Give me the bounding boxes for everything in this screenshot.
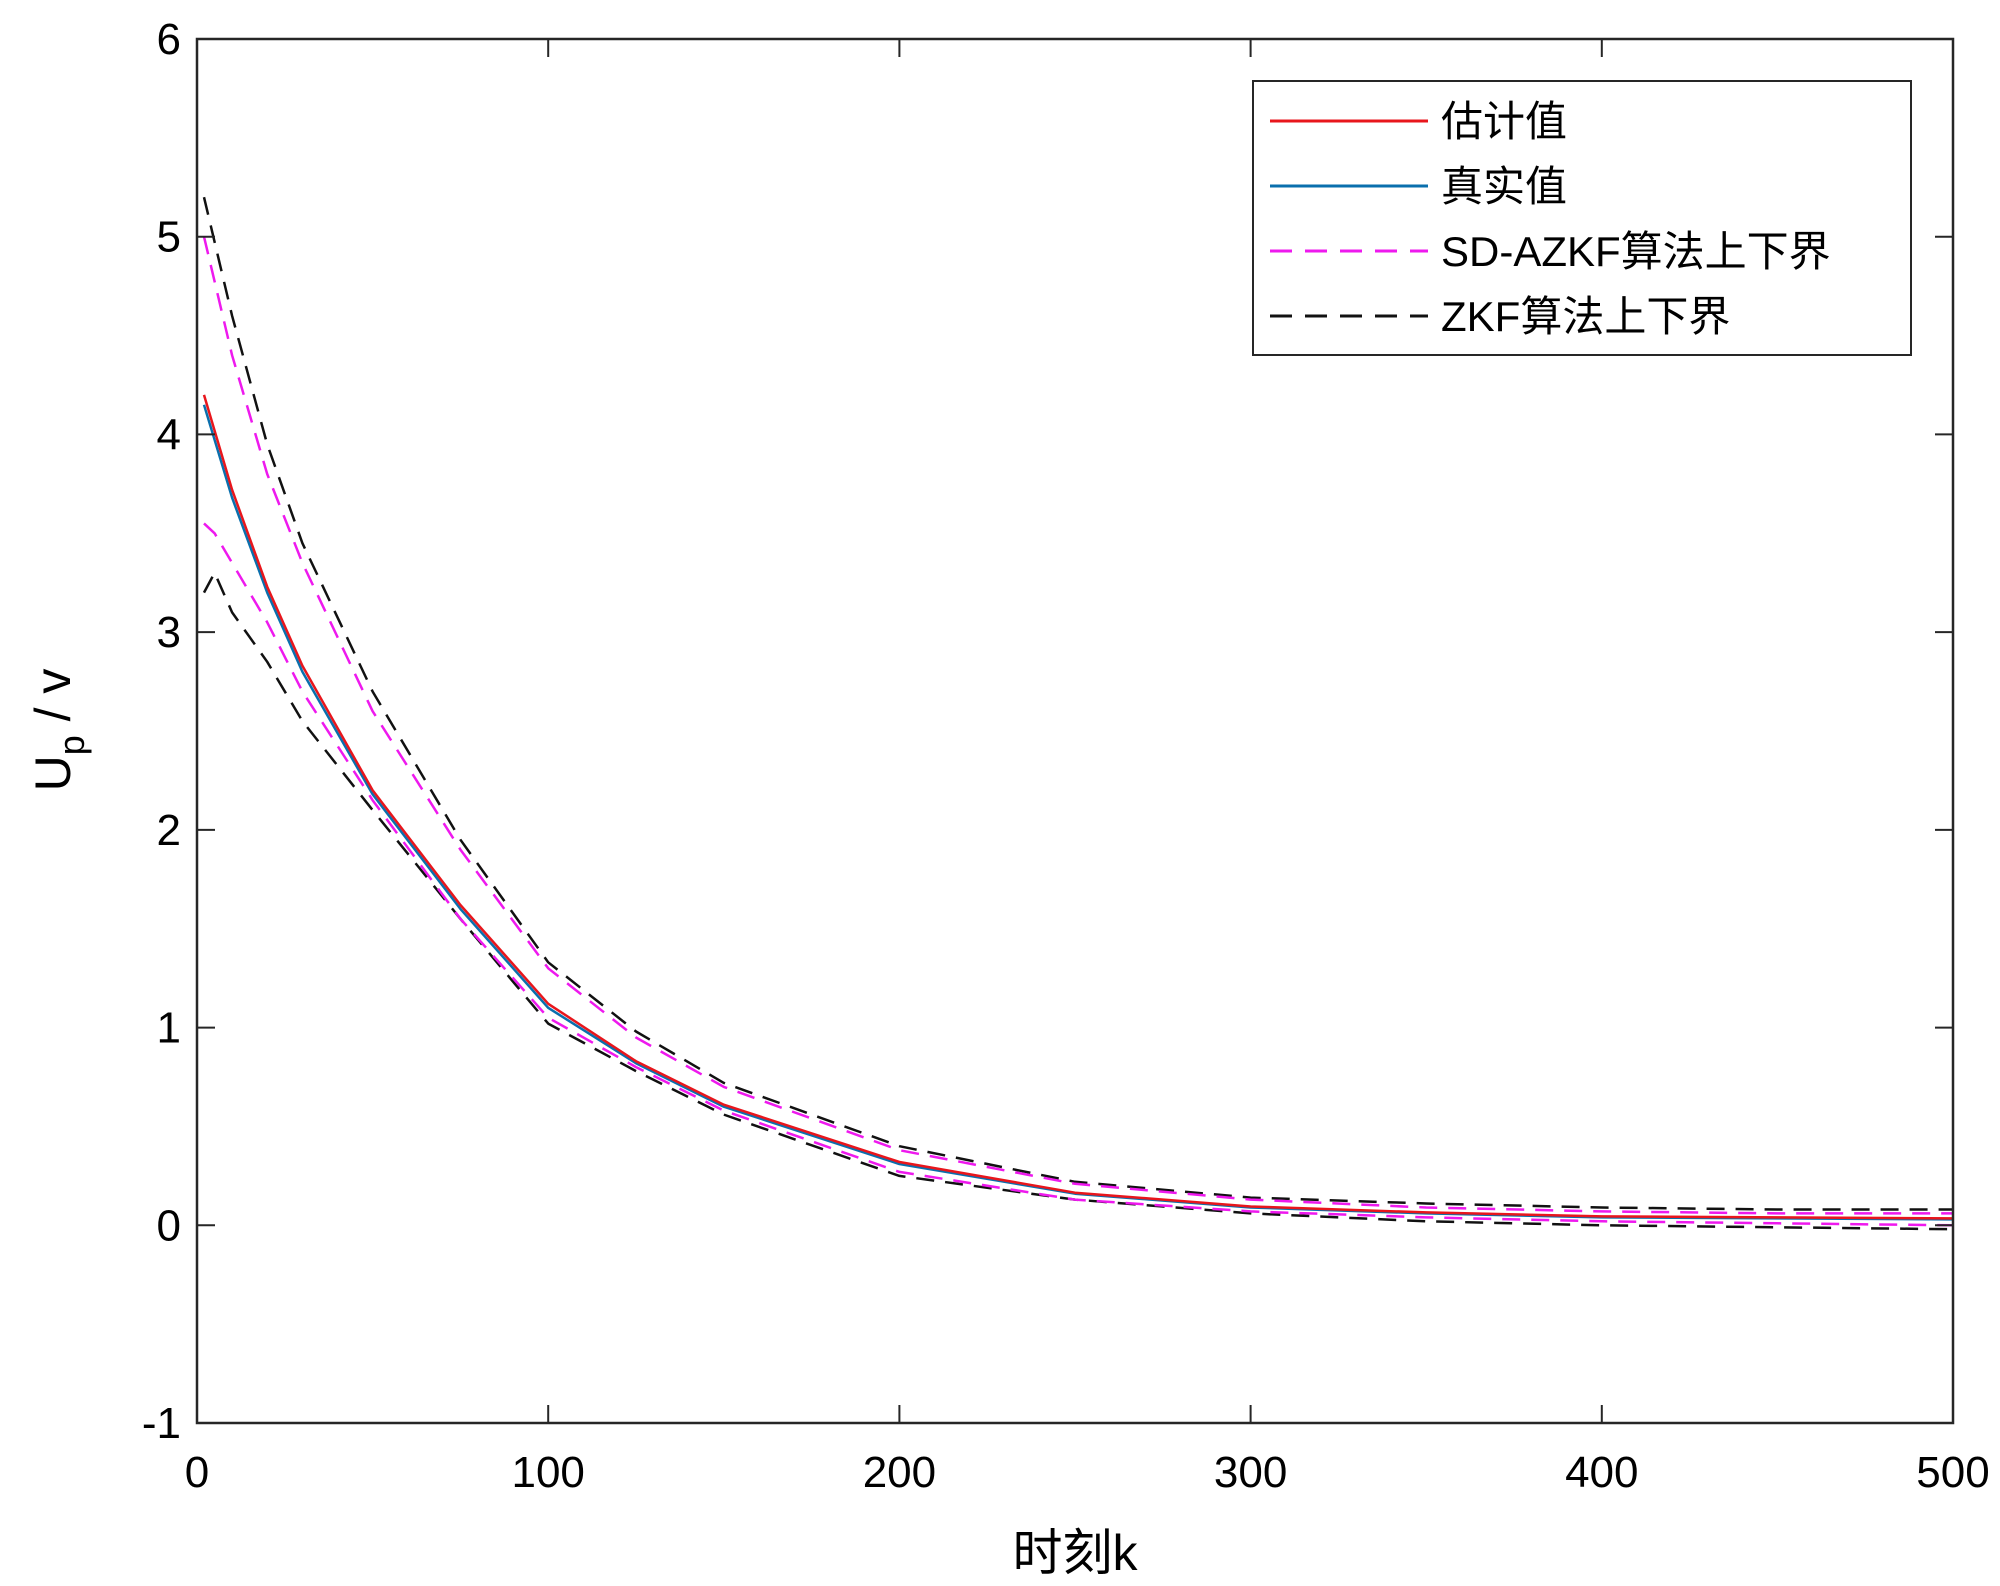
legend-label-zkf: ZKF算法上下界 xyxy=(1441,293,1730,340)
x-tick-label: 100 xyxy=(511,1448,584,1497)
y-axis-label: Up / v xyxy=(25,669,92,792)
x-tick-label: 500 xyxy=(1916,1448,1989,1497)
y-tick-label: 4 xyxy=(157,410,181,459)
x-tick-label: 300 xyxy=(1214,1448,1287,1497)
series-line-1 xyxy=(202,571,1954,1231)
legend-label-true: 真实值 xyxy=(1441,163,1567,210)
y-axis-label-main: U xyxy=(25,755,81,791)
series-layer xyxy=(202,196,1954,1231)
legend: 估计值 真实值 SD-AZKF算法上下界 ZKF算法上下界 xyxy=(1252,80,1912,356)
legend-box xyxy=(1252,80,1912,356)
y-axis-label-unit: / v xyxy=(25,669,81,736)
x-tick-label: 400 xyxy=(1565,1448,1638,1497)
x-axis-label: 时刻k xyxy=(1013,1525,1139,1581)
y-tick-label: 1 xyxy=(157,1004,181,1053)
y-tick-label: -1 xyxy=(142,1399,181,1448)
y-tick-label: 5 xyxy=(157,213,181,262)
y-tick-label: 0 xyxy=(157,1201,181,1250)
y-tick-label: 6 xyxy=(157,15,181,64)
legend-label-estimate: 估计值 xyxy=(1441,98,1567,145)
y-tick-label: 3 xyxy=(157,608,181,657)
x-tick-label: 0 xyxy=(185,1448,209,1497)
y-tick-label: 2 xyxy=(157,806,181,855)
series-line-0 xyxy=(202,196,1953,1211)
x-tick-label: 200 xyxy=(863,1448,936,1497)
y-axis-label-subscript: p xyxy=(51,735,92,755)
series-line-3 xyxy=(203,522,1954,1227)
series-line-5 xyxy=(202,394,1954,1220)
plot-frame xyxy=(195,37,1955,1425)
legend-label-sd-azkf: SD-AZKF算法上下界 xyxy=(1441,228,1831,275)
series-line-2 xyxy=(202,236,1953,1215)
